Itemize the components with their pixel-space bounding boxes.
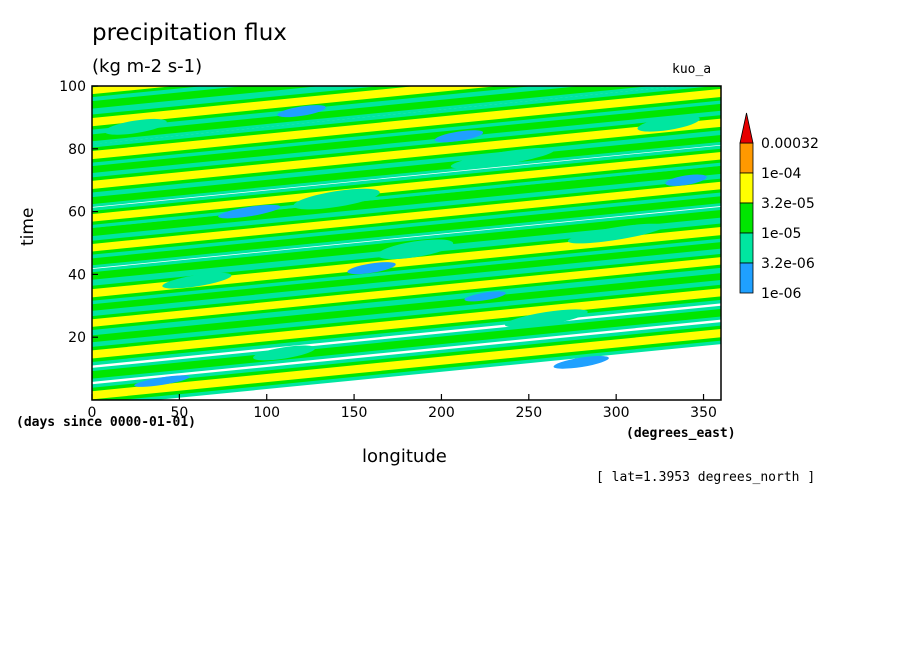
contour-band-3-level-2 [92,273,721,343]
y-tick-label-20: 20 [68,330,86,346]
colorbar-swatch-0 [739,142,754,174]
y-axis-ticks: 20 40 60 80 100 [59,79,98,346]
x-tick-label-100: 100 [253,405,280,421]
plot-frame [91,85,722,401]
colorbar-max-triangle [739,112,754,144]
contour-patch-4 [567,223,665,244]
x-tick-label-200: 200 [428,405,455,421]
contour-band-9-level-3 [92,181,721,252]
chart-title: precipitation flux [92,20,287,46]
contour-band-13-level-3 [92,118,721,189]
contour-patch-9 [218,204,281,219]
contour-patch-6 [253,345,316,361]
contour-patch-13 [134,375,190,387]
colorbar-label-0: 0.00032 [761,136,819,152]
contour-band-8-level-2 [92,196,721,266]
chart-units: (kg m-2 s-1) [92,56,203,77]
contour-band-5-level-2 [92,241,721,311]
contour-band-17-level-3 [92,86,499,127]
colorbar-swatch-4 [739,262,754,294]
x-axis-units: (degrees_east) [626,426,736,441]
contour-band-6-level-3 [92,226,721,298]
contour-patch-2 [377,239,454,260]
x-tick-label-0: 0 [88,405,97,421]
contour-band-10-level-2 [92,165,721,237]
colorbar-legend: 0.00032 1e-04 3.2e-05 1e-05 3.2e-06 1e-06 [739,112,819,302]
colorbar-label-1: 1e-04 [761,166,801,182]
colorbar-label-4: 3.2e-06 [761,256,815,272]
y-tick-label-100: 100 [59,79,86,95]
x-tick-label-150: 150 [341,405,368,421]
contour-patch-3 [450,147,555,169]
contour-band-2-level-3 [92,288,721,359]
contour-band-14-level-2 [92,103,721,173]
contour-band-19-level-3 [92,86,175,95]
x-axis-label: longitude [362,446,447,467]
contour-patch-14 [553,355,609,369]
contour-patch-15 [277,105,326,118]
x-tick-label-300: 300 [603,405,630,421]
contour-patch-12 [665,174,707,186]
contour-band-20-level-2 [92,8,721,78]
contour-band-0-level-3 [92,329,721,400]
contour-band-18-level-2 [92,86,321,109]
contour-band-16-level-1 [92,86,681,145]
y-axis-units: (days since 0000-01-01) [16,415,197,430]
contour-band-17-level-1 [92,86,569,134]
contour-band-4-level-3 [92,257,721,327]
contour-patch-0 [104,118,167,135]
contour-patch-5 [162,272,232,289]
colorbar-label-3: 1e-05 [761,226,801,242]
contour-band-15-level-3 [92,88,721,160]
contour-fill-group [92,4,721,400]
contour-band-12-level-2 [92,134,721,205]
contour-patch-10 [434,130,484,143]
latitude-annotation: [ lat=1.3953 degrees_north ] [596,470,816,485]
y-tick-label-60: 60 [68,205,86,221]
contour-patch-8 [637,115,700,132]
colorbar-label-2: 3.2e-05 [761,196,815,212]
contour-band-16-level-2 [92,86,652,142]
x-axis-ticks: 0 50 100 150 200 250 300 350 [88,394,717,421]
contour-band-11-level-3 [92,151,721,222]
colorbar-label-5: 1e-06 [761,286,801,302]
contour-band-1-level-2 [92,308,721,379]
contour-patch-1 [293,188,380,210]
colorbar-swatch-1 [739,172,754,204]
x-tick-label-50: 50 [170,405,188,421]
colorbar-swatch-3 [739,232,754,264]
y-tick-label-40: 40 [68,267,86,283]
contour-patch-11 [347,262,396,275]
contour-band-20-level-1 [92,4,721,80]
x-tick-label-250: 250 [515,405,542,421]
colorbar-swatch-2 [739,202,754,234]
contour-patch-7 [504,309,588,328]
contour-patch-16 [464,291,506,302]
y-tick-label-80: 80 [68,142,86,158]
case-label: kuo_a [672,62,712,77]
x-tick-label-350: 350 [690,405,717,421]
